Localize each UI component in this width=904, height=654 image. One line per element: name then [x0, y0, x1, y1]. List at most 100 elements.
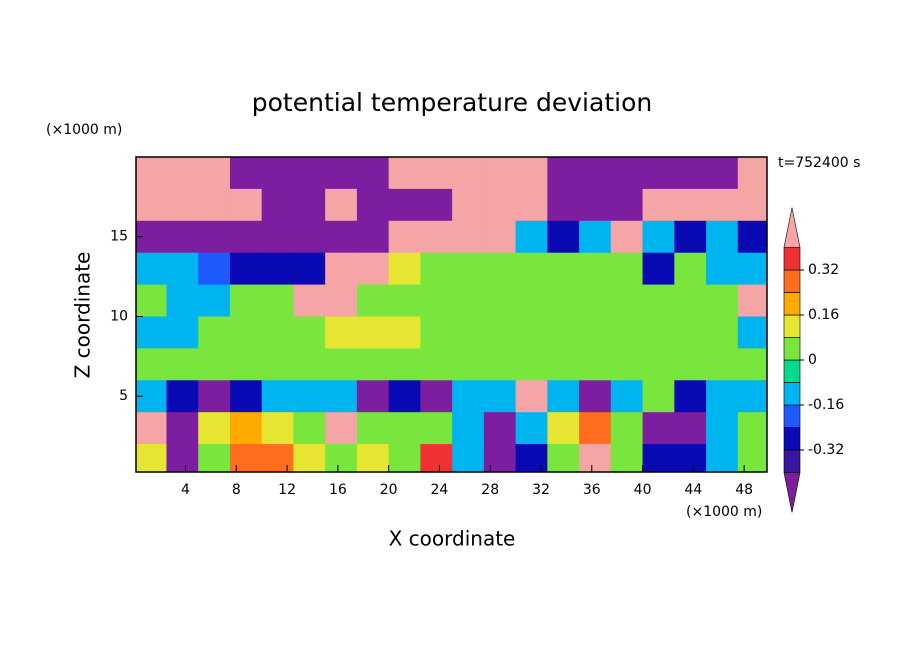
field-cell	[420, 284, 453, 317]
field-cell	[515, 188, 548, 222]
field-cell	[547, 188, 580, 222]
field-cell	[483, 284, 517, 317]
colorbar-triangle	[783, 207, 801, 248]
field-cell	[706, 444, 739, 473]
field-cell	[166, 380, 199, 413]
field-cell	[674, 220, 707, 254]
field-cell	[483, 380, 517, 413]
x-axis-label: X coordinate	[389, 527, 516, 551]
field-cell	[325, 316, 358, 349]
field-cell	[261, 412, 294, 445]
field-cell	[388, 220, 421, 254]
field-cell	[515, 412, 548, 445]
field-cell	[420, 157, 453, 190]
field-cell	[610, 412, 644, 445]
field-cell	[388, 284, 421, 317]
field-cell	[229, 284, 263, 317]
field-cell	[737, 157, 768, 190]
field-cell	[642, 188, 675, 222]
x-unit: (×1000 m)	[686, 504, 762, 520]
field-cell	[674, 157, 707, 190]
field-cell	[293, 188, 326, 222]
field-cell	[166, 284, 199, 317]
field-cell	[198, 444, 231, 473]
colorbar-box	[783, 269, 801, 293]
field-cell	[229, 188, 263, 222]
x-tick-label: 36	[583, 482, 601, 498]
field-cell	[229, 157, 263, 190]
field-cell	[737, 252, 768, 286]
field-cell	[198, 284, 231, 317]
y-unit: (×1000 m)	[46, 122, 122, 138]
field-cell	[579, 284, 612, 317]
field-cell	[452, 220, 485, 254]
field-cell	[136, 188, 167, 222]
field-cell	[293, 444, 326, 473]
x-tick-label: 28	[481, 482, 499, 498]
field-cell	[166, 412, 199, 445]
field-cell	[547, 220, 580, 254]
field-cell	[452, 380, 485, 413]
field-cell	[642, 316, 675, 349]
field-cell	[452, 188, 485, 222]
field-cell	[706, 412, 739, 445]
x-tick-label: 44	[684, 482, 702, 498]
field-cell	[198, 220, 231, 254]
field-cell	[674, 412, 707, 445]
field-cell	[737, 348, 768, 381]
field-cell	[136, 316, 167, 349]
field-cell	[198, 316, 231, 349]
field-cell	[706, 220, 739, 254]
field-cell	[136, 348, 167, 381]
field-cell	[579, 157, 612, 190]
field-cell	[261, 157, 294, 190]
field-cell	[293, 412, 326, 445]
field-cell	[420, 220, 453, 254]
field-cell	[293, 252, 326, 286]
field-cell	[356, 188, 390, 222]
annotation: t=752400 s	[778, 155, 860, 171]
field-cell	[136, 412, 167, 445]
field-cell	[452, 252, 485, 286]
field-cell	[737, 220, 768, 254]
field-cell	[452, 444, 485, 473]
field-cell	[452, 284, 485, 317]
colorbar-box	[783, 427, 801, 451]
field-cell	[515, 284, 548, 317]
field-cell	[356, 380, 390, 413]
field-cell	[610, 316, 644, 349]
colorbar-tick-label: 0	[808, 352, 817, 368]
field-cell	[166, 188, 199, 222]
field-cell	[452, 348, 485, 381]
colorbar-tick-label: -0.32	[808, 442, 844, 458]
field-cell	[388, 252, 421, 286]
field-cell	[737, 284, 768, 317]
field-cell	[547, 252, 580, 286]
field-cell	[642, 444, 675, 473]
colorbar-box	[783, 314, 801, 338]
field-cell	[388, 412, 421, 445]
x-tick-label: 32	[532, 482, 550, 498]
field-cell	[198, 157, 231, 190]
field-cell	[356, 444, 390, 473]
field-cell	[737, 380, 768, 413]
field-cell	[579, 316, 612, 349]
field-cell	[166, 316, 199, 349]
colorbar-box	[783, 404, 801, 428]
field-cell	[547, 284, 580, 317]
field-cell	[198, 412, 231, 445]
field-cell	[293, 348, 326, 381]
field-cell	[229, 348, 263, 381]
field-cell	[356, 284, 390, 317]
field-cell	[293, 220, 326, 254]
field-cell	[388, 348, 421, 381]
field-cell	[610, 188, 644, 222]
y-tick-label: 5	[119, 388, 128, 404]
field-cell	[642, 284, 675, 317]
field-cell	[261, 348, 294, 381]
field-cell	[674, 252, 707, 286]
x-tick-label: 16	[329, 482, 347, 498]
field-cell	[515, 157, 548, 190]
field-cell	[610, 252, 644, 286]
field-cell	[356, 412, 390, 445]
